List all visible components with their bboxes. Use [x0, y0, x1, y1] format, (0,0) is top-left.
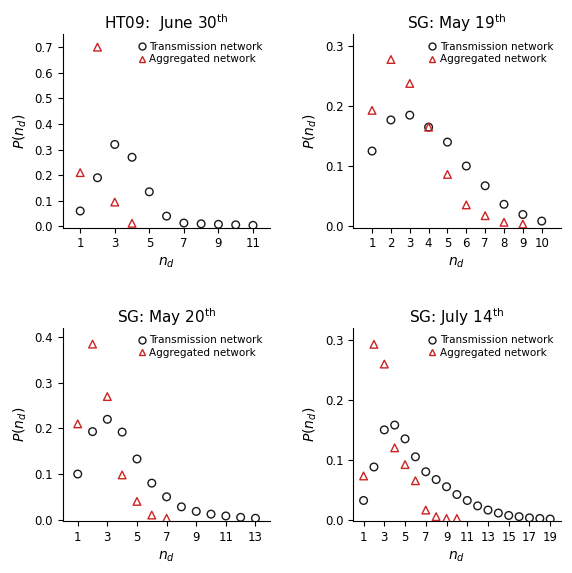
Point: [367, 147, 376, 156]
Point: [88, 340, 97, 349]
Point: [452, 490, 462, 499]
Point: [177, 503, 186, 512]
Point: [480, 211, 490, 220]
Point: [424, 123, 433, 132]
Point: [162, 513, 171, 523]
Point: [93, 173, 102, 182]
Point: [390, 421, 399, 430]
Point: [518, 219, 527, 229]
Point: [480, 181, 490, 190]
Title: HT09:  June 30$^{\mathrm{th}}$: HT09: June 30$^{\mathrm{th}}$: [104, 12, 229, 34]
Point: [359, 496, 368, 505]
Point: [525, 513, 534, 523]
Point: [367, 106, 376, 115]
X-axis label: $n_d$: $n_d$: [158, 550, 175, 564]
Point: [73, 419, 82, 429]
Point: [405, 79, 414, 88]
Title: SG: May 19$^{\mathrm{th}}$: SG: May 19$^{\mathrm{th}}$: [407, 12, 507, 34]
X-axis label: $n_d$: $n_d$: [448, 256, 466, 270]
Point: [442, 514, 451, 523]
Point: [197, 219, 206, 229]
Point: [442, 482, 451, 491]
Point: [370, 340, 379, 349]
Point: [93, 42, 102, 52]
Point: [103, 415, 112, 424]
Point: [499, 200, 509, 209]
Point: [359, 472, 368, 481]
Point: [537, 217, 546, 226]
Point: [424, 123, 433, 132]
Point: [535, 514, 545, 523]
Legend: Transmission network, Aggregated network: Transmission network, Aggregated network: [426, 40, 555, 66]
Point: [110, 198, 120, 207]
Point: [132, 454, 141, 464]
Point: [431, 475, 440, 484]
Point: [386, 115, 395, 124]
Point: [421, 505, 430, 515]
Y-axis label: $P(n_d)$: $P(n_d)$: [11, 113, 29, 148]
Point: [380, 359, 389, 368]
Point: [463, 496, 472, 505]
Point: [73, 469, 82, 478]
Y-axis label: $P(n_d)$: $P(n_d)$: [11, 407, 29, 442]
Point: [462, 162, 471, 171]
Point: [421, 467, 430, 476]
Point: [405, 111, 414, 120]
Point: [231, 220, 240, 229]
Point: [179, 218, 188, 227]
Point: [386, 55, 395, 64]
Point: [370, 462, 379, 472]
Point: [431, 512, 440, 521]
Point: [128, 152, 137, 162]
Point: [248, 221, 257, 230]
Title: SG: July 14$^{\mathrm{th}}$: SG: July 14$^{\mathrm{th}}$: [409, 306, 505, 328]
Point: [452, 514, 462, 523]
Y-axis label: $P(n_d)$: $P(n_d)$: [302, 113, 319, 148]
Point: [76, 168, 85, 177]
Point: [494, 508, 503, 517]
Point: [462, 201, 471, 210]
Point: [518, 210, 527, 219]
Title: SG: May 20$^{\mathrm{th}}$: SG: May 20$^{\mathrm{th}}$: [117, 306, 216, 328]
Point: [128, 219, 137, 228]
Point: [400, 460, 410, 469]
Point: [483, 505, 492, 515]
Y-axis label: $P(n_d)$: $P(n_d)$: [302, 407, 319, 442]
Point: [380, 425, 389, 434]
Point: [118, 427, 127, 437]
Point: [118, 470, 127, 480]
Point: [132, 497, 141, 506]
Legend: Transmission network, Aggregated network: Transmission network, Aggregated network: [136, 40, 265, 66]
Point: [162, 492, 171, 501]
Point: [443, 170, 452, 179]
Point: [499, 218, 509, 227]
Point: [88, 427, 97, 436]
Point: [214, 219, 223, 229]
Point: [236, 513, 245, 522]
Point: [443, 138, 452, 147]
Point: [504, 511, 513, 520]
Point: [390, 444, 399, 453]
X-axis label: $n_d$: $n_d$: [448, 550, 466, 564]
Point: [514, 512, 523, 521]
Point: [221, 511, 231, 520]
Point: [110, 140, 120, 149]
Point: [76, 206, 85, 215]
Point: [162, 211, 171, 221]
Point: [147, 478, 156, 488]
Point: [192, 507, 201, 516]
Point: [103, 392, 112, 401]
Point: [145, 187, 154, 197]
Point: [473, 501, 482, 511]
Point: [206, 509, 216, 519]
Point: [400, 434, 410, 444]
Legend: Transmission network, Aggregated network: Transmission network, Aggregated network: [136, 333, 265, 360]
X-axis label: $n_d$: $n_d$: [158, 256, 175, 270]
Point: [546, 515, 555, 524]
Legend: Transmission network, Aggregated network: Transmission network, Aggregated network: [426, 333, 555, 360]
Point: [251, 513, 260, 523]
Point: [411, 452, 420, 461]
Point: [411, 476, 420, 485]
Point: [147, 511, 156, 520]
